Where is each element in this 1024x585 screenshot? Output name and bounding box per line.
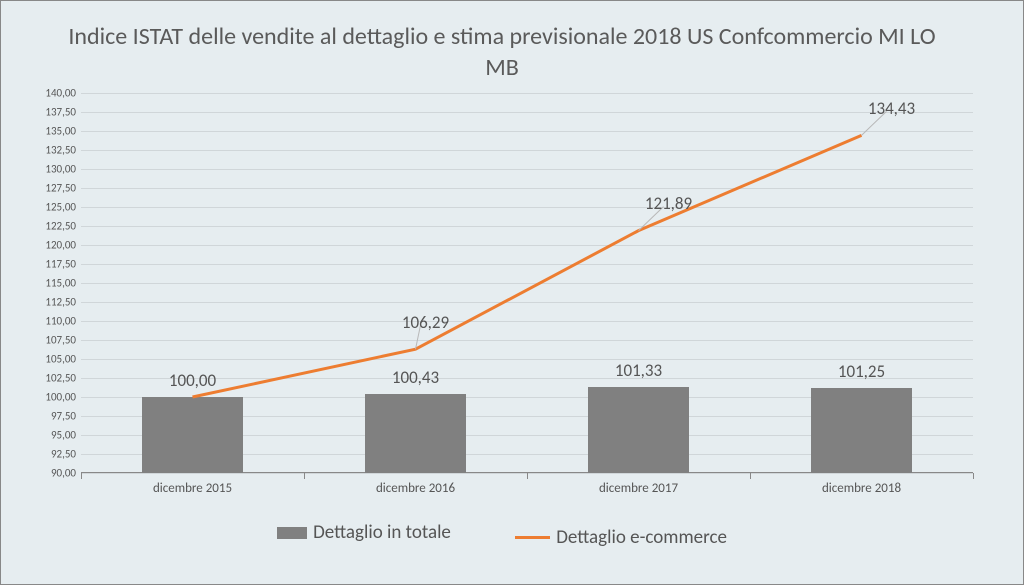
y-tick-label: 122,50	[26, 220, 76, 233]
y-tick-label: 105,00	[26, 353, 76, 366]
y-tick-label: 95,00	[26, 429, 76, 442]
bar-value-label: 101,33	[615, 360, 662, 381]
y-tick-label: 132,50	[26, 144, 76, 157]
y-tick-label: 127,50	[26, 182, 76, 195]
bar-value-label: 101,25	[838, 361, 885, 382]
y-tick-label: 125,00	[26, 201, 76, 214]
x-tickline	[527, 473, 528, 479]
legend-label-line: Dettaglio e-commerce	[556, 526, 727, 549]
x-tickline	[81, 473, 82, 479]
legend-item-line: Dettaglio e-commerce	[515, 526, 727, 549]
bars-layer: 100,00 100,43 101,33 101,25	[81, 93, 973, 473]
chart-title: Indice ISTAT delle vendite al dettaglio …	[51, 21, 953, 83]
chart-container: Indice ISTAT delle vendite al dettaglio …	[0, 0, 1024, 585]
y-tick-label: 135,00	[26, 125, 76, 138]
y-tick-label: 120,00	[26, 239, 76, 252]
y-tick-label: 97,50	[26, 410, 76, 423]
x-axis: dicembre 2015 dicembre 2016 dicembre 2017 d…	[81, 473, 973, 503]
line-value-label: 134,43	[868, 98, 915, 119]
legend-item-bars: Dettaglio in totale	[277, 521, 451, 544]
bar-value-label: 100,43	[392, 367, 439, 388]
legend-swatch-bar	[277, 527, 307, 539]
x-tick-label: dicembre 2015	[153, 481, 232, 496]
x-tickline	[973, 473, 974, 479]
line-value-label: 106,29	[402, 312, 449, 333]
y-tick-label: 100,00	[26, 391, 76, 404]
plot-area: 90,0092,5095,0097,50100,00102,50105,0010…	[81, 93, 973, 473]
x-tick-label: dicembre 2017	[599, 481, 678, 496]
legend-label-bars: Dettaglio in totale	[313, 521, 451, 544]
bar-value-label: 100,00	[169, 370, 216, 391]
line-value-label: 121,89	[645, 193, 692, 214]
bar	[365, 394, 465, 473]
x-tick-label: dicembre 2016	[376, 481, 455, 496]
y-tick-label: 92,50	[26, 448, 76, 461]
y-axis: 90,0092,5095,0097,50100,00102,50105,0010…	[26, 93, 76, 473]
legend-swatch-line	[515, 536, 550, 539]
y-tick-label: 130,00	[26, 163, 76, 176]
y-tick-label: 110,00	[26, 315, 76, 328]
x-tickline	[304, 473, 305, 479]
bar	[588, 387, 688, 473]
y-tick-label: 117,50	[26, 258, 76, 271]
bar	[142, 397, 242, 473]
y-tick-label: 115,00	[26, 277, 76, 290]
y-tick-label: 140,00	[26, 87, 76, 100]
legend: Dettaglio in totale Dettaglio e-commerce	[11, 521, 993, 549]
y-tick-label: 112,50	[26, 296, 76, 309]
bar	[811, 388, 911, 474]
x-tick-label: dicembre 2018	[822, 481, 901, 496]
x-tickline	[750, 473, 751, 479]
y-tick-label: 90,00	[26, 467, 76, 480]
y-tick-label: 107,50	[26, 334, 76, 347]
y-tick-label: 102,50	[26, 372, 76, 385]
y-tick-label: 137,50	[26, 106, 76, 119]
x-ticklines	[81, 473, 973, 481]
